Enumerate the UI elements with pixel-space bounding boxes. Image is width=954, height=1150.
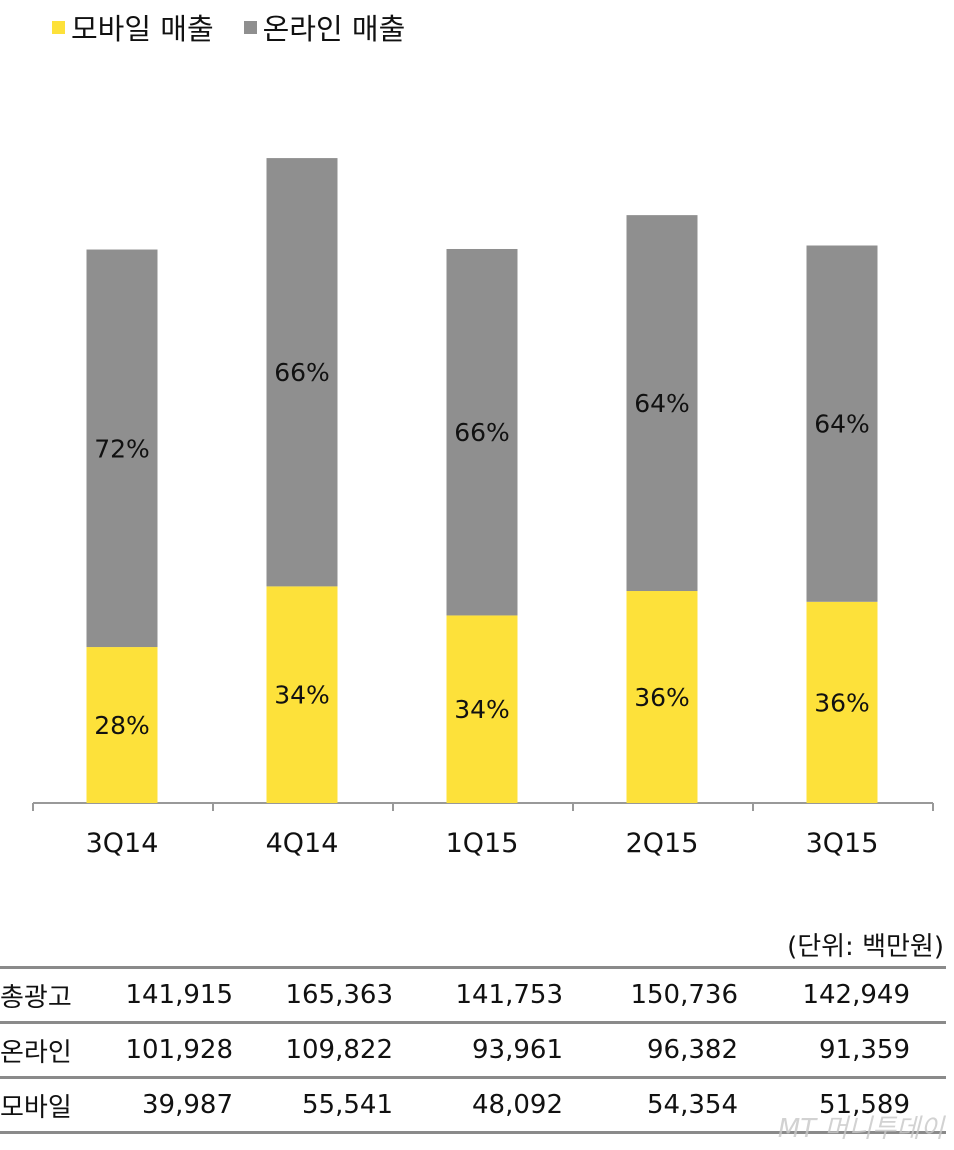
data-label: 66%	[454, 418, 510, 447]
data-label: 28%	[94, 711, 150, 740]
table-cell: 142,949	[738, 966, 910, 1023]
table-cell: 51,589	[738, 1076, 910, 1134]
table-cell: 101,928	[80, 1021, 233, 1078]
legend-item-mobile: 모바일 매출	[52, 6, 214, 48]
bar-segment	[86, 249, 158, 648]
table-cell: 141,753	[393, 966, 563, 1023]
bar-segment	[266, 586, 338, 803]
table-cell: 150,736	[563, 966, 738, 1023]
data-label: 34%	[454, 695, 510, 724]
data-table: 총광고 141,915 165,363 141,753 150,736 142,949 온라…	[0, 966, 946, 1134]
row-label: 온라인	[0, 1021, 80, 1078]
table-cell: 55,541	[233, 1076, 393, 1134]
table-cell: 48,092	[393, 1076, 563, 1134]
table-row: 모바일 39,987 55,541 48,092 54,354 51,589	[0, 1076, 946, 1134]
bar-segment	[446, 248, 518, 616]
legend-swatch-mobile	[52, 20, 65, 34]
data-label: 36%	[814, 688, 870, 717]
x-tick-label: 2Q15	[626, 828, 699, 859]
table-cell: 93,961	[393, 1021, 563, 1078]
unit-label: (단위: 백만원)	[787, 932, 944, 962]
spacer	[910, 1021, 946, 1078]
table-row: 총광고 141,915 165,363 141,753 150,736 142,949	[0, 966, 946, 1023]
row-label: 총광고	[0, 966, 80, 1023]
bar-segment	[266, 158, 338, 587]
data-label: 34%	[274, 681, 330, 710]
legend-item-online: 온라인 매출	[243, 6, 406, 48]
bar-segment	[446, 615, 518, 803]
table-cell: 91,359	[738, 1021, 910, 1078]
table-row: 온라인 101,928 109,822 93,961 96,382 91,359	[0, 1021, 946, 1078]
table-cell: 96,382	[563, 1021, 738, 1078]
x-tick-label: 3Q14	[86, 828, 159, 859]
data-label: 64%	[814, 410, 870, 439]
data-label: 64%	[634, 389, 690, 418]
stacked-bar-chart: 28% 72% 3Q14 34% 66% 4Q14 34% 66% 1Q15 36% 64% 2Q15…	[32, 158, 934, 859]
table-cell: 54,354	[563, 1076, 738, 1134]
legend-label-mobile: 모바일 매출	[71, 12, 214, 46]
data-label: 36%	[634, 683, 690, 712]
x-tick-label: 4Q14	[266, 828, 339, 859]
row-label: 모바일	[0, 1076, 80, 1134]
data-label: 72%	[94, 434, 150, 463]
legend-swatch-online	[243, 20, 257, 34]
spacer	[910, 966, 946, 1023]
bar-segment	[86, 647, 158, 803]
table-cell: 165,363	[233, 966, 393, 1023]
legend-label-online: 온라인 매출	[262, 12, 406, 46]
legend: 모바일 매출 온라인 매출	[52, 6, 405, 48]
table-cell: 141,915	[80, 966, 233, 1023]
table-cell: 39,987	[80, 1076, 233, 1134]
spacer	[910, 1076, 946, 1134]
x-tick-label: 1Q15	[446, 828, 519, 859]
bar-segment	[626, 215, 698, 592]
bar-segment	[626, 591, 698, 803]
data-label: 66%	[274, 358, 330, 387]
x-tick-label: 3Q15	[806, 828, 879, 859]
watermark-logo: MT 머니투데이	[777, 1114, 944, 1144]
bar-segment	[806, 601, 878, 803]
bar-segment	[806, 245, 878, 602]
table-cell: 109,822	[233, 1021, 393, 1078]
